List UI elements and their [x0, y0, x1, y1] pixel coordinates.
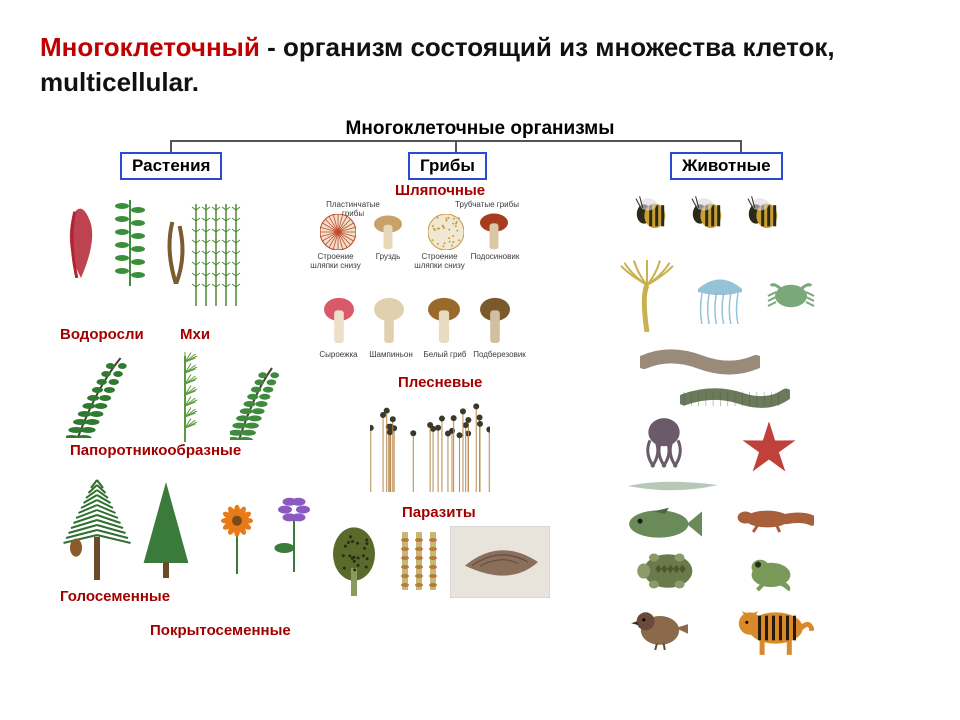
title-highlight: Многоклеточный [40, 32, 260, 62]
organism-sparrow [630, 604, 690, 652]
organism-conifer [138, 478, 194, 578]
organism-mushroom [374, 296, 404, 344]
organism-hydra [620, 260, 674, 332]
organism-jelly [694, 268, 746, 328]
tiny-label: Подберезовик [472, 350, 527, 359]
sub-label: Покрытосеменные [150, 622, 291, 639]
organism-frog [744, 554, 798, 592]
tiny-label: Строение шляпки снизу [412, 252, 467, 270]
organism-mold [370, 396, 490, 492]
organism-green-alga [110, 196, 150, 286]
organism-bee [742, 192, 782, 236]
organism-octopus [636, 416, 692, 470]
connector [170, 140, 172, 152]
organism-fish [626, 506, 704, 542]
organism-flower-orange [214, 500, 260, 574]
organism-bee [630, 192, 670, 236]
main-title: Многоклеточный - организм состоящий из м… [40, 30, 920, 100]
organism-rust [394, 526, 438, 596]
organism-worm [640, 348, 760, 376]
organism-pine [62, 472, 132, 580]
diagram-container: Многоклеточные организмы Растения Грибы Жи… [40, 118, 920, 678]
diagram-title: Многоклеточные организмы [346, 118, 615, 140]
organism-mushroom1 [374, 214, 402, 250]
organism-worm2 [680, 384, 790, 410]
organism-lancelet [624, 476, 724, 496]
organism-turtle [636, 550, 700, 592]
organism-pore-cap [428, 214, 464, 250]
organism-red-alga [60, 200, 102, 278]
connector [170, 140, 740, 142]
sub-label: Паразиты [402, 504, 476, 521]
organism-moss [190, 196, 244, 306]
tiny-label: Подосиновик [470, 252, 520, 261]
organism-newt [736, 504, 814, 534]
category-fungi: Грибы [408, 152, 487, 180]
sub-label: Мхи [180, 326, 210, 343]
organism-crab [766, 276, 816, 316]
organism-fern2 [230, 362, 290, 440]
category-plants: Растения [120, 152, 222, 180]
sub-label: Голосеменные [60, 588, 170, 605]
tiny-label: Сыроежка [316, 350, 361, 359]
organism-mushroom [480, 296, 510, 344]
sub-label: Водоросли [60, 326, 144, 343]
sub-label: Шляпочные [395, 182, 485, 199]
tiny-label: Трубчатые грибы [452, 200, 522, 209]
organism-mushroom [324, 296, 354, 344]
sub-label: Папоротникообразные [70, 442, 241, 459]
sub-label: Плесневые [398, 374, 482, 391]
tiny-label: Шампиньон [366, 350, 416, 359]
organism-mushroom [428, 296, 460, 344]
organism-brown-alga [158, 216, 194, 284]
organism-gill-cap [320, 214, 356, 250]
tiny-label: Груздь [368, 252, 408, 261]
organism-starfish [740, 422, 798, 476]
connector [740, 140, 742, 152]
organism-bracket [450, 526, 550, 598]
organism-tiger [734, 600, 814, 656]
organism-flower-purple [270, 492, 318, 572]
organism-fern [66, 352, 144, 438]
organism-bee [686, 192, 726, 236]
category-animals: Животные [670, 152, 783, 180]
tiny-label: Белый гриб [420, 350, 470, 359]
organism-horsetail [160, 350, 210, 442]
tiny-label: Строение шляпки снизу [308, 252, 363, 270]
organism-mushroom2 [480, 212, 508, 250]
organism-smut [324, 526, 384, 596]
